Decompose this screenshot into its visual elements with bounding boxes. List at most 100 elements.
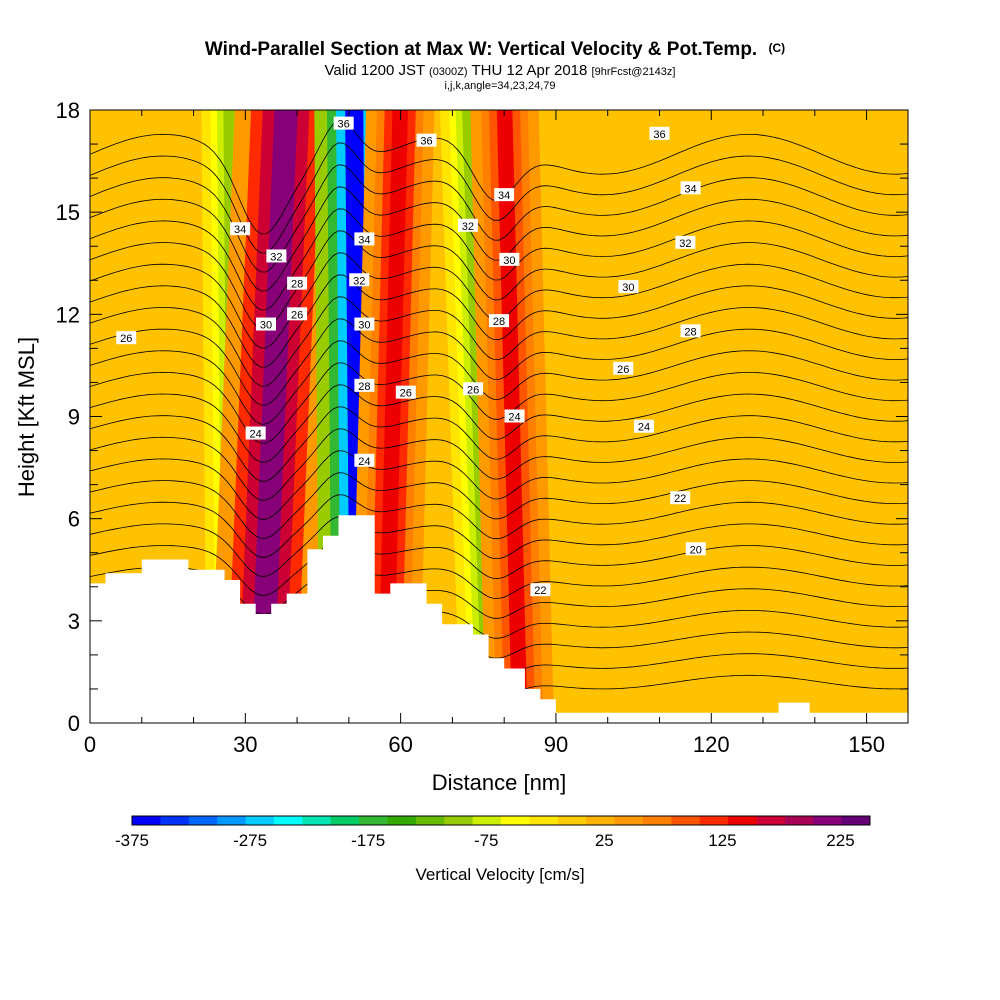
contour-label-box-3 xyxy=(230,222,251,236)
contour-label-box-18 xyxy=(680,324,701,338)
contour-label-1: 36 xyxy=(420,136,432,148)
colorbar-swatch-8 xyxy=(359,816,388,825)
contour-label-23: 26 xyxy=(617,364,629,376)
colorbar-swatch-14 xyxy=(529,816,559,825)
contour-label-20: 26 xyxy=(291,309,303,321)
theta-contour-line-22 xyxy=(90,186,908,292)
contour-label-11: 30 xyxy=(260,320,272,332)
colorbar-tick-label-4: 25 xyxy=(595,831,614,850)
colorbar-swatch-18 xyxy=(642,816,672,825)
contour-label-box-14 xyxy=(618,280,639,294)
colorbar-swatch-6 xyxy=(302,816,332,825)
contour-label-box-15 xyxy=(287,276,308,290)
theta-contour-line-17 xyxy=(90,296,908,387)
chart-title-text: Wind-Parallel Section at Max W: Vertical… xyxy=(205,39,757,60)
contour-label-21: 26 xyxy=(400,388,412,400)
colorbar-swatch-15 xyxy=(557,816,587,825)
colorbar-swatch-23 xyxy=(784,816,814,825)
colorbar-swatch-11 xyxy=(444,816,474,825)
contour-label-15: 28 xyxy=(291,279,303,291)
colorbar: -375 -275 -175 -75 25 125 225 xyxy=(115,815,871,850)
contour-label-box-8 xyxy=(349,273,370,287)
contour-label-19: 26 xyxy=(120,333,132,345)
contour-label-3: 34 xyxy=(234,224,246,236)
chart-title: Wind-Parallel Section at Max W: Vertical… xyxy=(205,39,785,60)
chart-title-group: Wind-Parallel Section at Max W: Vertical… xyxy=(205,39,785,92)
contour-label-29: 22 xyxy=(534,585,546,597)
theta-contour-line-15 xyxy=(90,340,908,425)
colorbar-swatch-22 xyxy=(756,816,786,825)
contour-label-box-21 xyxy=(395,385,416,399)
contour-label-box-29 xyxy=(530,583,551,597)
contour-label-30: 20 xyxy=(690,544,702,556)
velocity-band-3-layer-3 xyxy=(377,110,408,723)
contour-label-17: 28 xyxy=(493,316,505,328)
colorbar-swatch-5 xyxy=(273,816,303,825)
contour-label-13: 30 xyxy=(503,255,515,267)
y-tick-label-12: 12 xyxy=(56,302,80,327)
contour-label-box-22 xyxy=(463,382,484,396)
contour-label-box-7 xyxy=(266,249,287,263)
contour-label-9: 32 xyxy=(462,221,474,233)
terrain-mask xyxy=(90,515,908,723)
x-tick-label-30: 30 xyxy=(233,732,257,757)
theta-contour-line-20 xyxy=(90,230,908,330)
contour-label-22: 26 xyxy=(467,384,479,396)
colorbar-swatch-19 xyxy=(671,816,701,825)
theta-contour-labels: 36 36 36 34 34 34 34 32 32 32 32 30 30 30 30 28 28 28 28 26… xyxy=(116,116,706,597)
contour-label-27: 24 xyxy=(638,422,650,434)
colorbar-swatch-10 xyxy=(415,816,445,825)
contour-label-box-24 xyxy=(245,426,266,440)
colorbar-swatch-9 xyxy=(387,816,417,825)
contour-label-14: 30 xyxy=(622,282,634,294)
contour-label-16: 28 xyxy=(358,381,370,393)
contour-label-box-12 xyxy=(354,317,375,331)
contour-label-box-9 xyxy=(457,218,478,232)
theta-contour-line-16 xyxy=(90,318,908,406)
theta-contour-line-6 xyxy=(90,538,908,596)
colorbar-swatch-4 xyxy=(245,816,275,825)
contour-label-5: 34 xyxy=(498,190,510,202)
subtitle-date: THU 12 Apr 2018 xyxy=(471,62,587,79)
colorbar-tick-label-5: 125 xyxy=(708,831,736,850)
contour-label-26: 24 xyxy=(508,412,520,424)
contour-label-24: 24 xyxy=(250,429,262,441)
contour-label-18: 28 xyxy=(684,326,696,338)
contour-label-25: 24 xyxy=(358,456,370,468)
x-tick-label-120: 120 xyxy=(693,732,730,757)
contour-label-4: 34 xyxy=(358,234,370,246)
contour-label-box-13 xyxy=(499,252,520,266)
colorbar-swatch-0 xyxy=(132,816,161,825)
y-tick-label-0: 0 xyxy=(68,711,80,736)
colorbar-tick-label-1: -275 xyxy=(233,831,267,850)
colorbar-swatch-20 xyxy=(699,816,729,825)
contour-label-box-28 xyxy=(670,491,691,505)
colorbar-swatch-17 xyxy=(614,816,644,825)
colorbar-frame xyxy=(131,815,871,826)
theta-contour-line-14 xyxy=(90,362,908,444)
theta-contour-line-8 xyxy=(90,494,908,558)
y-tick-label-3: 3 xyxy=(68,609,80,634)
subtitle-utc: (0300Z) xyxy=(429,66,468,78)
theta-contour-line-13 xyxy=(90,384,908,463)
y-tick-label-6: 6 xyxy=(68,507,80,532)
colorbar-swatch-25 xyxy=(841,816,871,825)
x-tick-label-150: 150 xyxy=(848,732,885,757)
theta-contour-line-24 xyxy=(90,142,908,254)
contour-label-box-2 xyxy=(649,126,670,140)
contour-label-10: 32 xyxy=(679,238,691,250)
colorbar-tick-label-0: -375 xyxy=(115,831,149,850)
contour-label-7: 32 xyxy=(270,251,282,263)
theta-contour-line-7 xyxy=(90,516,908,577)
theta-contour-line-10 xyxy=(90,450,908,520)
theta-contour-line-23 xyxy=(90,164,908,273)
contour-label-2: 36 xyxy=(653,129,665,141)
y-tick-label-9: 9 xyxy=(68,405,80,430)
colorbar-tick-label-3: -75 xyxy=(474,831,499,850)
contour-label-6: 34 xyxy=(684,183,696,195)
colorbar-swatch-1 xyxy=(160,816,190,825)
colorbar-swatch-2 xyxy=(188,816,218,825)
x-tick-label-0: 0 xyxy=(84,732,96,757)
contour-label-box-10 xyxy=(675,235,696,249)
